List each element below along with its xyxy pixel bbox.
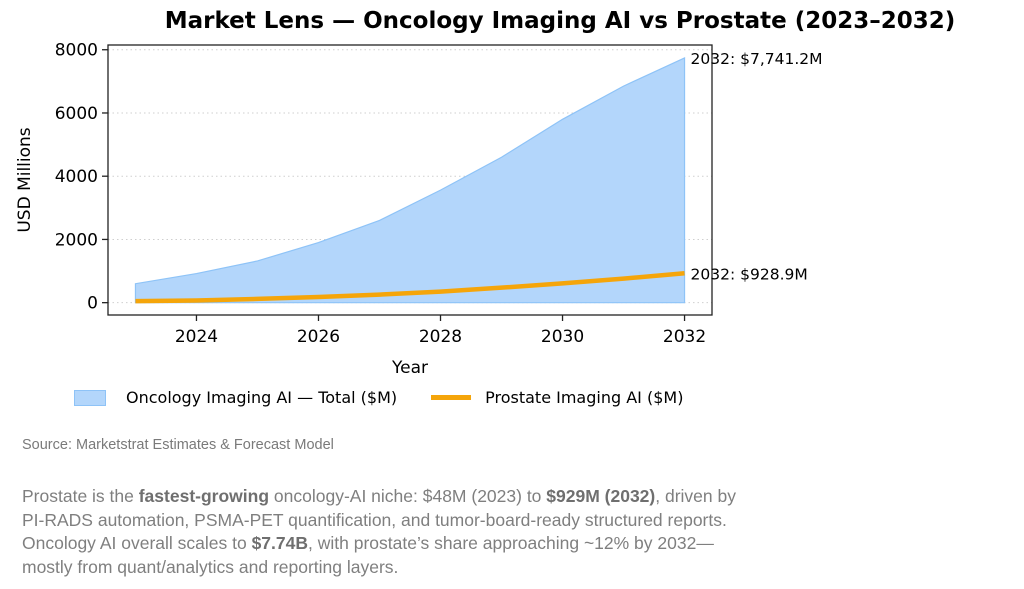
legend-swatch-line — [431, 395, 472, 400]
area-oncology-total — [134, 56, 686, 304]
chart-title: Market Lens — Oncology Imaging AI vs Pro… — [164, 8, 956, 34]
line-prostate — [135, 271, 685, 304]
x-axis-label: Year — [391, 358, 428, 378]
legend-item-prostate: Prostate Imaging AI ($M) — [431, 388, 683, 407]
y-tick-label: 8000 — [55, 41, 98, 61]
x-tick-label: 2024 — [175, 327, 218, 347]
y-tick-label: 6000 — [55, 104, 98, 124]
x-tick-label: 2032 — [663, 327, 706, 347]
legend-swatch-area — [74, 389, 106, 406]
legend-label: Oncology Imaging AI — Total ($M) — [126, 388, 398, 407]
legend-label: Prostate Imaging AI ($M) — [485, 388, 684, 407]
plot-frame — [107, 44, 713, 316]
y-tick-label: 0 — [87, 294, 98, 314]
summary-text: Prostate is the fastest-growing oncology… — [22, 485, 762, 579]
summary-segment: oncology-AI niche: $48M (2023) to — [269, 486, 547, 506]
source-note: Source: Marketstrat Estimates & Forecast… — [22, 437, 334, 453]
y-tick-label: 4000 — [55, 167, 98, 187]
chart-plot: 0 2000 4000 6000 8000 2024 2026 2028 2030 2032 20… — [15, 41, 823, 378]
legend: Oncology Imaging AI — Total ($M) Prostat… — [74, 388, 717, 407]
end-value-annotation: 2032: $928.9M — [691, 265, 808, 283]
axes: 0 2000 4000 6000 8000 2024 2026 2028 2030 2032 — [55, 41, 706, 347]
y-axis-label: USD Millions — [15, 127, 35, 232]
legend-item-oncology-total: Oncology Imaging AI — Total ($M) — [74, 388, 397, 407]
annotations: 2032: $7,741.2M 2032: $928.9M — [691, 50, 823, 283]
summary-segment: , driven by PI-RADS automation, PSMA-PET… — [22, 486, 736, 553]
summary-segment: , with prostate’s share approaching ~12%… — [22, 533, 714, 577]
summary-emphasis: fastest-growing — [138, 486, 270, 506]
y-tick-label: 2000 — [55, 230, 98, 250]
summary-segment: Prostate is the — [22, 486, 139, 506]
chart-marks — [134, 56, 686, 304]
end-value-annotation: 2032: $7,741.2M — [691, 50, 823, 68]
x-tick-label: 2030 — [541, 327, 584, 347]
summary-emphasis: $929M (2032) — [546, 486, 656, 506]
x-tick-label: 2028 — [419, 327, 462, 347]
summary-emphasis: $7.74B — [251, 533, 308, 553]
x-tick-label: 2026 — [297, 327, 340, 347]
